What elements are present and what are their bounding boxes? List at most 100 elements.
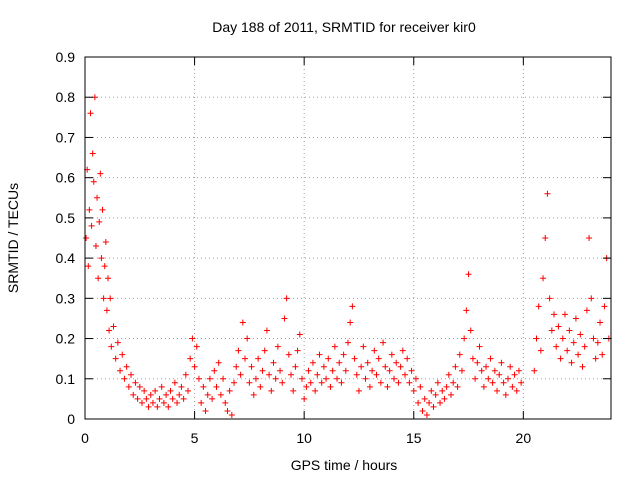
data-point [448,391,455,398]
data-point [581,343,588,350]
data-point [180,395,187,402]
data-point [421,395,428,402]
data-point [279,379,286,386]
data-point [178,383,185,390]
x-tick-label: 20 [516,430,532,446]
data-point [366,383,373,390]
data-point [384,383,391,390]
chart-title: Day 188 of 2011, SRMTID for receiver kir… [212,19,476,35]
data-point [583,307,590,314]
data-point [373,371,380,378]
y-tick-label: 0.6 [56,170,76,186]
data-point [204,391,211,398]
data-point [89,150,96,157]
data-point [98,255,105,262]
data-point [270,359,277,366]
y-tick-label: 0.1 [56,371,76,387]
data-point [130,391,137,398]
data-point [380,339,387,346]
data-point [97,170,104,177]
data-point [156,395,163,402]
data-point [325,355,332,362]
data-point [340,351,347,358]
data-point [105,275,112,282]
data-point [259,367,266,374]
data-point [222,399,229,406]
y-tick-label: 0.9 [56,49,76,65]
data-point [257,383,264,390]
data-point [320,363,327,370]
data-point [513,387,520,394]
x-tick-label: 15 [406,430,422,446]
x-tick-labels: 0 5 10 15 20 [81,430,531,446]
data-point [318,379,325,386]
y-tick-label: 0.2 [56,331,76,347]
data-point [138,399,145,406]
data-point [371,347,378,354]
data-point [110,323,117,330]
data-point [533,335,540,342]
data-point [248,363,255,370]
y-axis-label: SRMTID / TECUs [5,183,21,293]
data-point [277,367,284,374]
data-point [564,347,571,354]
data-point [327,383,334,390]
y-tick-label: 0.7 [56,129,76,145]
data-point [511,371,518,378]
data-point [386,367,393,374]
data-point [294,347,301,354]
data-point [485,375,492,382]
data-point [233,363,240,370]
data-point [182,371,189,378]
data-point [200,383,207,390]
data-point [107,295,114,302]
data-point [594,339,601,346]
data-point [176,391,183,398]
data-point [119,351,126,358]
data-point [292,363,299,370]
data-point [123,363,130,370]
data-point [509,383,516,390]
data-point [358,363,365,370]
data-point [94,194,101,201]
data-point [305,367,312,374]
data-point [303,383,310,390]
data-point [83,235,90,241]
data-point [128,371,135,378]
x-tick-label: 5 [191,430,199,446]
data-point [487,355,494,362]
data-point [228,411,235,418]
plot-frame [84,56,612,420]
data-point [338,379,345,386]
data-point [467,327,474,334]
data-point [102,239,109,246]
y-tick-label: 0.4 [56,250,76,266]
data-point [592,355,599,362]
data-point [163,391,170,398]
data-point [255,355,262,362]
data-point [456,351,463,358]
data-point [434,379,441,386]
data-point [432,391,439,398]
data-point [237,371,244,378]
data-point [349,303,356,310]
data-point [452,363,459,370]
data-point [125,383,132,390]
x-tick-label: 10 [296,430,312,446]
data-point [496,371,503,378]
data-point [586,235,593,241]
data-point [570,339,577,346]
data-point [323,375,330,382]
data-point [252,375,259,382]
data-point [483,363,490,370]
data-point [211,367,218,374]
data-point [231,379,238,386]
data-point [266,371,273,378]
data-point [461,335,468,342]
data-point [152,387,159,394]
data-point [351,355,358,362]
data-point [224,407,231,414]
data-point [391,375,398,382]
data-point [347,319,354,326]
data-point [450,379,457,386]
